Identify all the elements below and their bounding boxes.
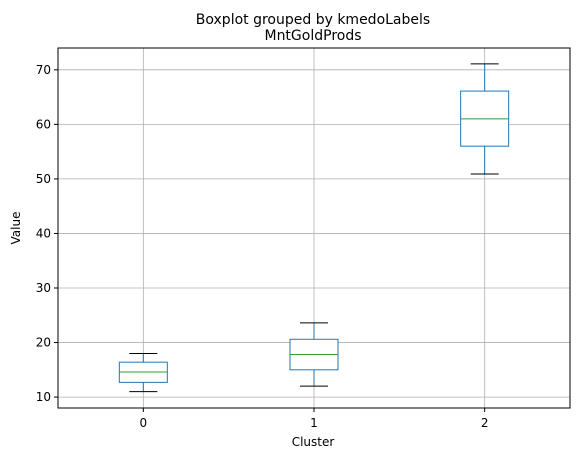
x-tick-label: 2 xyxy=(481,416,489,430)
y-tick-label: 10 xyxy=(36,390,51,404)
x-tick-label: 0 xyxy=(140,416,148,430)
y-tick-label: 50 xyxy=(36,172,51,186)
y-tick-label: 40 xyxy=(36,226,51,240)
grid-lines xyxy=(58,48,570,408)
box-group xyxy=(118,63,510,393)
axis-ticks: 10 20 30 40 50 60 70 0 1 2 xyxy=(36,63,489,430)
y-axis-label: Value xyxy=(9,212,23,245)
y-tick-label: 20 xyxy=(36,336,51,350)
box-2 xyxy=(460,63,510,175)
x-axis-label: Cluster xyxy=(292,435,335,449)
box-0 xyxy=(118,352,168,393)
plot-frame xyxy=(57,47,571,409)
y-tick-label: 60 xyxy=(36,117,51,131)
chart-title: MntGoldProds xyxy=(264,28,361,44)
box-1 xyxy=(289,322,339,387)
chart-suptitle: Boxplot grouped by kmedoLabels xyxy=(196,12,430,28)
x-tick-label: 1 xyxy=(310,416,318,430)
y-tick-label: 70 xyxy=(36,63,51,77)
y-tick-label: 30 xyxy=(36,281,51,295)
